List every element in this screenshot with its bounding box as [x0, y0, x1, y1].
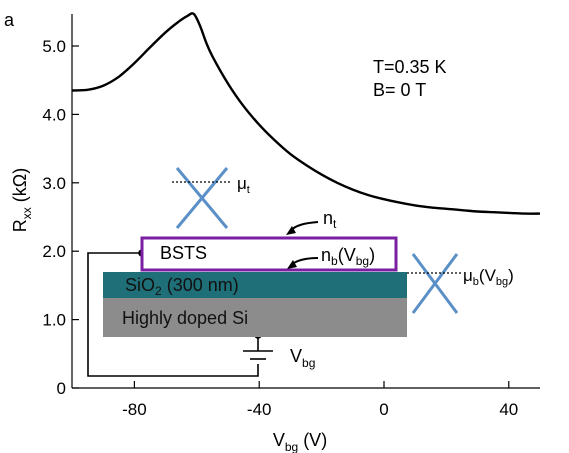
sio2-label: SiO2 (300 nm): [125, 275, 239, 298]
nb-label: nb(Vbg): [321, 245, 375, 268]
x-tick-label: 0: [379, 400, 388, 419]
nb-arrowhead-icon: [287, 260, 297, 269]
x-tick-label: -80: [122, 400, 147, 419]
y-tick-label: 0: [57, 379, 66, 398]
x-tick-label: -40: [247, 400, 272, 419]
y-tick-label: 1.0: [42, 311, 66, 330]
bsts-label: BSTS: [160, 243, 207, 263]
y-tick-label: 2.0: [42, 242, 66, 261]
y-tick-label: 3.0: [42, 174, 66, 193]
panel-label: a: [4, 10, 15, 30]
x-tick-label: 40: [499, 400, 518, 419]
field-label: B= 0 T: [373, 80, 426, 100]
vbg-label: Vbg: [290, 346, 315, 370]
x-ticks: -80 -40 0 40: [122, 381, 518, 419]
y-tick-label: 5.0: [42, 37, 66, 56]
mu-t-cross-icon: [172, 167, 230, 229]
y-tick-label: 4.0: [42, 105, 66, 124]
mu-b-label: μb(Vbg): [463, 266, 514, 288]
nt-label: nt: [323, 208, 337, 231]
x-axis-label: Vbg (V): [273, 430, 327, 453]
bsts-layer: [140, 236, 398, 272]
y-axis-label: Rxx (kΩ): [10, 168, 34, 232]
sio2-layer: [103, 272, 407, 298]
si-substrate: [103, 298, 407, 337]
si-label: Highly doped Si: [122, 308, 248, 328]
series-line-rxx: [71, 12, 541, 215]
y-ticks: 0 1.0 2.0 3.0 4.0 5.0: [42, 37, 79, 398]
temperature-label: T=0.35 K: [373, 57, 447, 77]
nt-arrow-icon: [289, 221, 319, 232]
mu-b-cross-icon: [407, 253, 462, 314]
mu-t-label: μt: [237, 174, 250, 196]
nt-arrowhead-icon: [286, 226, 296, 235]
